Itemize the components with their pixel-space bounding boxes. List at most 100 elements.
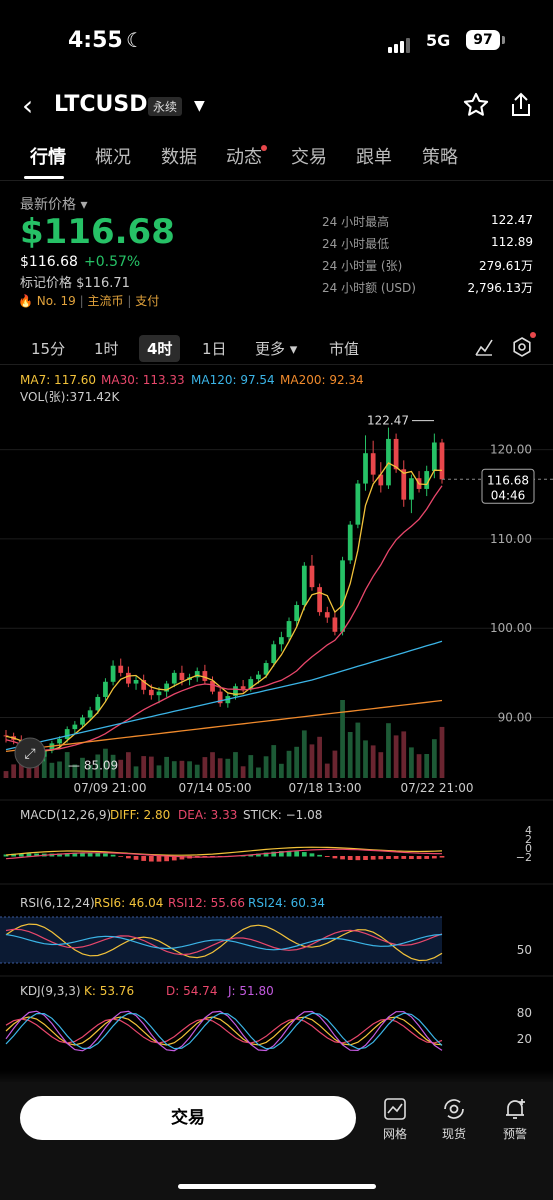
volume-bar	[378, 752, 384, 778]
tab-data[interactable]: 数据	[161, 147, 197, 168]
macd-bar	[355, 856, 361, 861]
volume-bar	[41, 756, 47, 778]
tab-overview[interactable]: 概况	[95, 147, 131, 168]
candle-body	[439, 442, 445, 480]
volume-bar	[210, 752, 215, 778]
volume-bar	[309, 744, 315, 778]
stat-value-low: 112.89	[491, 235, 533, 249]
rsi-tick: 50	[517, 943, 532, 957]
share-icon[interactable]	[509, 91, 533, 119]
macd-bar	[95, 852, 101, 857]
candle-body	[248, 679, 254, 689]
macd-dea-line	[5, 848, 443, 860]
volume-bar	[80, 757, 85, 778]
ma120-value: MA120: 97.54	[191, 373, 275, 387]
volume-bar	[286, 750, 292, 778]
ma-line-4	[5, 699, 443, 753]
candle-body	[164, 683, 170, 692]
rank-tags: 🔥 No. 19 | 主流币 | 支付	[18, 294, 160, 308]
back-icon[interactable]: ‹	[22, 89, 34, 122]
candlestick-chart[interactable]: 120.00 110.00 100.00 90.00 122.47 — 85.09 116.…	[0, 400, 553, 800]
tab-copy[interactable]: 跟单	[356, 147, 392, 168]
alert-icon	[506, 1099, 525, 1119]
timeframe-1h[interactable]: 1时	[94, 340, 119, 358]
stat-label-low: 24 小时最低	[322, 237, 390, 251]
timeframe-more[interactable]: 更多 ▾	[255, 340, 298, 358]
volume-bar	[194, 764, 200, 778]
volume-bar	[126, 752, 131, 778]
macd-bar	[34, 853, 39, 857]
volume-bar	[72, 764, 78, 778]
volume-bar	[118, 759, 124, 778]
market-cap-tab[interactable]: 市值	[329, 340, 360, 358]
candle-body	[431, 442, 437, 472]
latest-price: $116.68	[20, 212, 175, 252]
network-type: 5G	[426, 31, 451, 50]
tab-strategy[interactable]: 策略	[422, 147, 458, 168]
volume-bar	[171, 761, 177, 778]
timeframe-15m[interactable]: 15分	[31, 340, 66, 358]
trade-button[interactable]: 交易	[20, 1096, 356, 1140]
macd-bar	[301, 852, 307, 857]
volume-bar	[148, 756, 154, 778]
volume-bar	[416, 754, 422, 778]
volume-bar	[64, 752, 70, 778]
candle-body	[370, 453, 376, 475]
ma30-value: MA30: 113.33	[101, 373, 185, 387]
volume-bar	[187, 761, 192, 778]
alert-button[interactable]: 预警	[490, 1096, 540, 1142]
symbol-dropdown-icon[interactable]: ▼	[194, 98, 205, 114]
kdj-tick: 20	[517, 1032, 532, 1046]
macd-label: MACD(12,26,9)	[20, 808, 112, 822]
macd-bar	[103, 853, 108, 857]
volume-bar	[164, 756, 170, 778]
indicator-icon[interactable]	[474, 337, 494, 357]
rsi-line-1	[5, 923, 443, 962]
timeframe-1d[interactable]: 1日	[202, 340, 227, 358]
volume-bar	[202, 757, 208, 778]
volume-bar	[256, 767, 261, 778]
macd-bar	[401, 856, 407, 859]
candle-body	[424, 471, 430, 489]
macd-bar	[317, 854, 322, 857]
macd-bar	[64, 853, 70, 857]
macd-bar	[386, 856, 391, 859]
mark-price: 标记价格 $116.71	[20, 276, 130, 291]
tag-payment: 支付	[135, 294, 160, 308]
countdown-tag: 04:46	[491, 488, 526, 502]
candle-body	[202, 671, 208, 681]
divider	[0, 180, 553, 181]
volume-bar	[301, 730, 307, 778]
high-label: 122.47	[367, 414, 409, 428]
timeframe-4h[interactable]: 4时	[139, 335, 181, 362]
symbol-title[interactable]: LTCUSD	[54, 92, 148, 117]
bottom-fade	[0, 1070, 553, 1084]
volume-bar	[95, 754, 101, 778]
star-icon[interactable]	[462, 91, 490, 119]
volume-bar	[370, 745, 376, 778]
macd-tick: 2	[525, 833, 532, 846]
rsi6-value: RSI6: 46.04	[94, 896, 164, 910]
ma200-value: MA200: 92.34	[280, 373, 364, 387]
candle-body	[332, 617, 338, 632]
tab-news[interactable]: 动态	[226, 147, 262, 168]
volume-bar	[424, 754, 430, 778]
volume-bar	[431, 739, 437, 778]
y-tick-label: 90.00	[498, 711, 532, 725]
moon-icon: ☾	[126, 28, 144, 52]
macd-bar	[294, 851, 300, 857]
tab-trade[interactable]: 交易	[291, 147, 327, 168]
macd-bar	[263, 852, 269, 857]
settings-dot	[530, 332, 536, 338]
candle-body	[217, 691, 223, 704]
macd-bar	[164, 856, 170, 862]
candle-body	[72, 724, 78, 730]
tab-market[interactable]: 行情	[30, 147, 66, 168]
macd-bar	[87, 852, 93, 857]
volume-bar	[217, 758, 223, 778]
rsi-label: RSI(6,12,24)	[20, 896, 95, 910]
latest-price-label[interactable]: 最新价格 ▾	[20, 197, 88, 213]
grid-button[interactable]: 网格	[370, 1096, 420, 1142]
spot-button[interactable]: 现货	[429, 1096, 479, 1142]
settings-icon[interactable]	[511, 336, 533, 358]
